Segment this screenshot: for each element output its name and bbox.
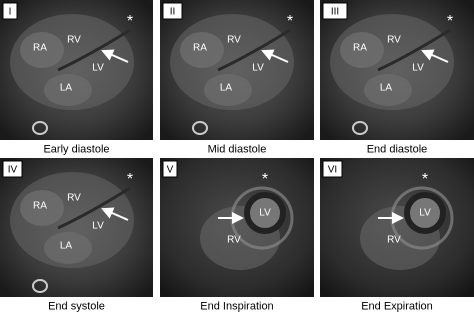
vessel — [352, 121, 368, 135]
chamber-label: RA — [33, 43, 47, 54]
chamber-label: RA — [33, 201, 47, 212]
chamber — [364, 74, 412, 106]
chamber-label: LV — [259, 208, 271, 219]
vessel — [32, 121, 48, 135]
arrow — [261, 49, 289, 63]
panel-caption: End systole — [48, 300, 105, 312]
chamber-label: * — [127, 171, 133, 188]
chamber — [44, 232, 92, 264]
numeral-box — [322, 2, 348, 20]
chamber-label: * — [287, 13, 293, 30]
numeral-box — [2, 160, 23, 178]
chamber — [20, 190, 64, 226]
panel-caption: Mid diastole — [208, 143, 267, 155]
panel-caption: Early diastole — [43, 143, 109, 155]
panel-caption: End diastole — [367, 143, 428, 155]
panel: RA RV LV LA * IV End systole — [0, 158, 153, 312]
lv-ring — [244, 192, 286, 234]
numeral-box — [162, 160, 178, 178]
panel: RA RV LV LA * III End diastole — [320, 0, 474, 155]
panel-numeral: V — [167, 165, 174, 176]
septum — [377, 28, 451, 72]
panel-numeral: III — [331, 7, 339, 18]
chamber-label: RV — [67, 35, 81, 46]
chamber-label: LV — [92, 63, 104, 74]
chamber-label: * — [422, 171, 428, 188]
numeral-box — [322, 160, 343, 178]
chamber-label: RV — [227, 35, 241, 46]
chamber-label: LA — [220, 83, 233, 94]
chamber-label: LV — [412, 63, 424, 74]
numeral-box — [162, 2, 183, 20]
chamber-label: LV — [92, 221, 104, 232]
chamber — [340, 32, 384, 68]
chamber-label: LA — [380, 83, 393, 94]
septum — [57, 186, 131, 230]
vessel — [32, 279, 48, 293]
chamber-label: * — [262, 171, 268, 188]
arrow — [421, 49, 449, 63]
panel-numeral: I — [9, 7, 12, 18]
septum — [57, 28, 131, 72]
chamber-label: LA — [60, 241, 73, 252]
panel: RA RV LV LA * I Early diastole — [0, 0, 153, 155]
arrow — [101, 49, 129, 63]
chamber-label: LA — [60, 83, 73, 94]
arrow — [101, 207, 129, 221]
chamber-label: LV — [419, 208, 431, 219]
chamber-label: RA — [353, 43, 367, 54]
septum — [217, 28, 291, 72]
chamber — [44, 74, 92, 106]
panel: * LV RV VI End Expiration — [320, 158, 474, 312]
chamber-label: RA — [193, 43, 207, 54]
chamber-label: RV — [227, 235, 241, 246]
chamber-label: * — [447, 13, 453, 30]
chamber — [180, 32, 224, 68]
panel-numeral: II — [170, 7, 176, 18]
chamber-label: RV — [387, 235, 401, 246]
panel-numeral: VI — [328, 165, 337, 176]
panel: * LV RV V End Inspiration — [160, 158, 314, 312]
chamber — [204, 74, 252, 106]
panel-numeral: IV — [8, 165, 18, 176]
vessel — [192, 121, 208, 135]
chamber-label: LV — [252, 63, 264, 74]
chamber-label: RV — [67, 193, 81, 204]
chamber-label: RV — [387, 35, 401, 46]
panel-caption: End Expiration — [361, 300, 433, 312]
chamber — [20, 32, 64, 68]
panel-caption: End Inspiration — [200, 300, 273, 312]
panel: RA RV LV LA * II Mid diastole — [160, 0, 314, 155]
lv-ring — [404, 192, 446, 234]
numeral-box — [2, 2, 18, 20]
chamber-label: * — [127, 13, 133, 30]
